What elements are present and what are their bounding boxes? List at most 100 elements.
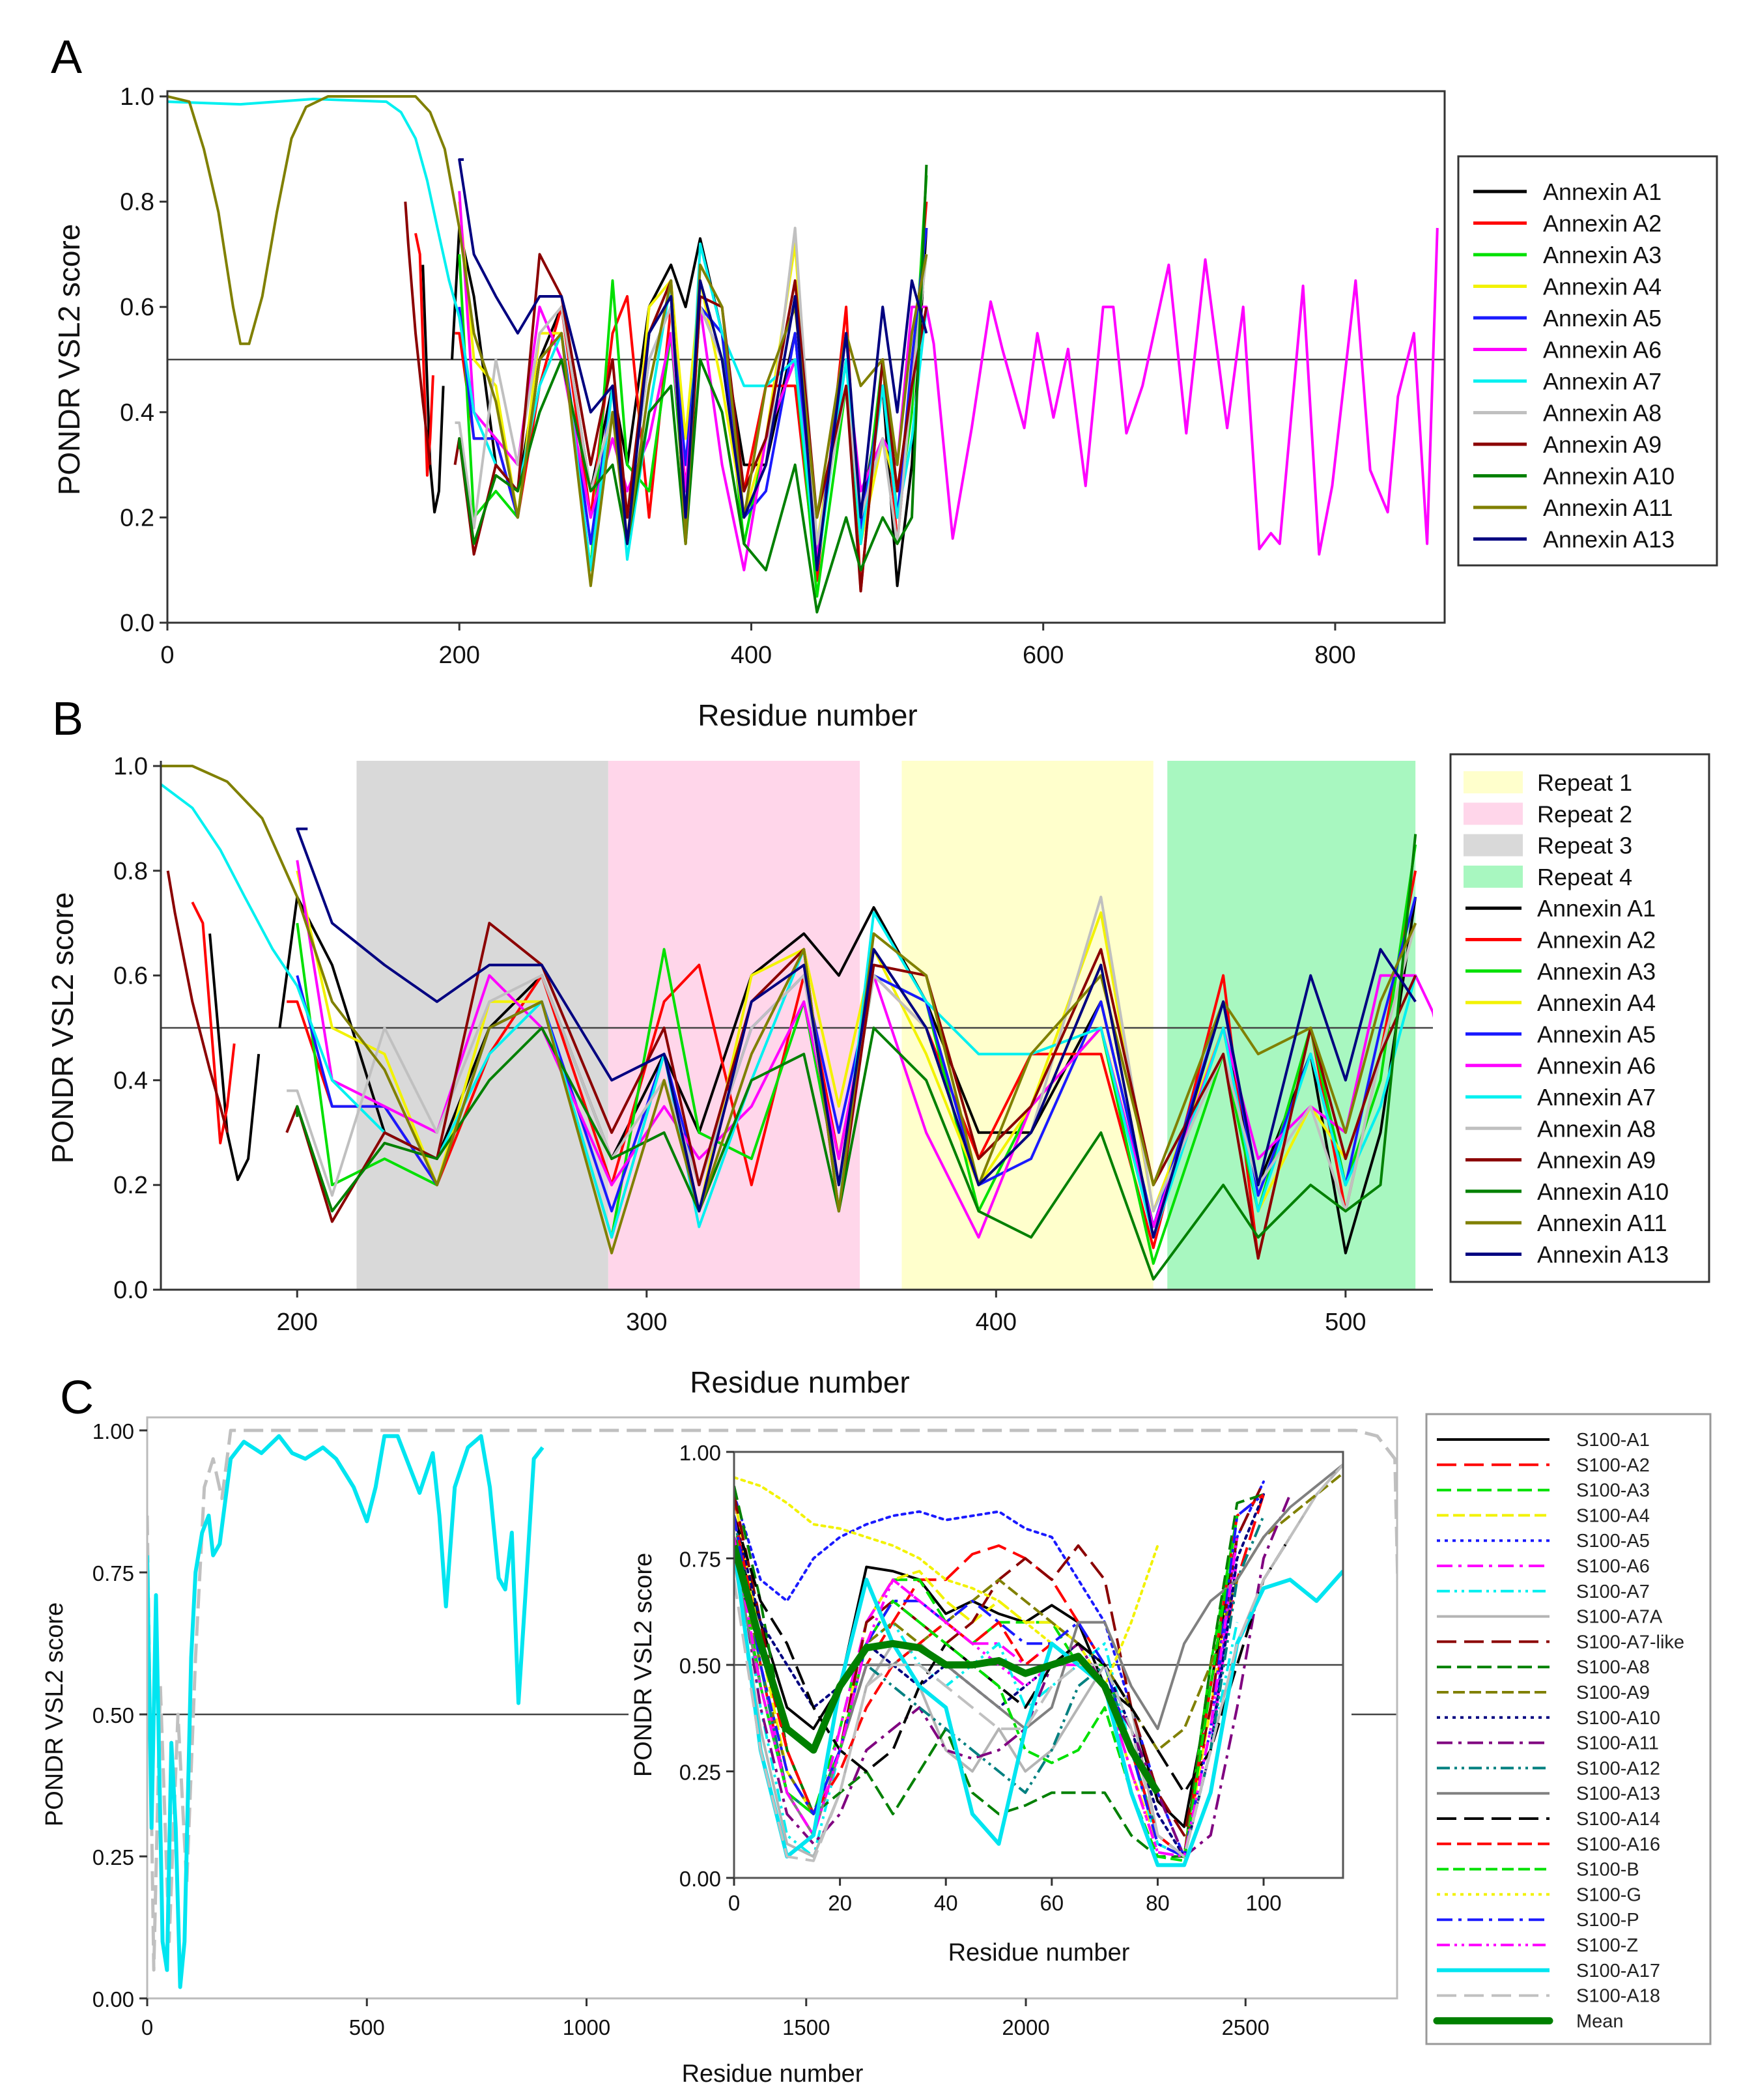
panel-a-chart: 0 200 400 600 800 0.0 0.2 0.4 0.6 0.8 1.0 (120, 83, 1446, 669)
legend-label: Annexin A6 (1543, 337, 1662, 363)
legend-label: S100-A3 (1576, 1481, 1650, 1501)
x-tick-label: 0 (141, 2015, 153, 2039)
x-tick-label: 2500 (1222, 2015, 1269, 2039)
legend-label: Annexin A9 (1543, 431, 1662, 458)
legend-label: Annexin A7 (1537, 1084, 1656, 1111)
legend-label: S100-A1 (1576, 1430, 1650, 1451)
y-tick-label: 0.2 (120, 504, 154, 532)
legend-label: Annexin A11 (1537, 1210, 1667, 1236)
legend-swatch (1464, 802, 1523, 825)
series-line-s100-a17 (147, 1434, 545, 1989)
panel-label-b: B (52, 693, 83, 745)
legend-label: Annexin A6 (1537, 1053, 1656, 1079)
y-tick-label: 0.25 (92, 1845, 134, 1869)
legend-label: S100-A13 (1576, 1783, 1660, 1804)
series-line-annexin-a13 (296, 827, 1417, 1239)
legend-label: S100-P (1576, 1910, 1639, 1931)
legend-label: Annexin A8 (1537, 1115, 1656, 1142)
series-line-s100-b (734, 1515, 1239, 1862)
series-line-annexin-a11 (161, 765, 1417, 1255)
legend-label: S100-A9 (1576, 1682, 1650, 1703)
legend-label: Annexin A13 (1543, 526, 1675, 553)
x-tick-label: 800 (1314, 642, 1355, 669)
x-tick-label: 100 (1246, 1891, 1282, 1915)
inset-ylabel: PONDR VSL2 score (630, 1553, 657, 1777)
panel-c-xlabel: Residue number (682, 2060, 864, 2088)
y-tick-label: 1.0 (120, 83, 154, 111)
legend-label: Repeat 2 (1537, 801, 1632, 827)
inset-xlabel: Residue number (948, 1939, 1130, 1966)
legend-swatch (1464, 771, 1523, 793)
x-tick-label: 60 (1040, 1891, 1064, 1915)
x-tick-label: 2000 (1002, 2015, 1049, 2039)
panel-a-ylabel: PONDR VSL2 score (52, 224, 86, 496)
x-tick-label: 200 (439, 642, 480, 669)
panel-b-legend: Repeat 1 Repeat 2 Repeat 3 Repeat 4 Annexin … (1449, 753, 1710, 1283)
y-tick-label: 0.0 (120, 610, 154, 637)
x-tick-label: 400 (976, 1309, 1017, 1336)
y-tick-label: 0.8 (113, 858, 148, 885)
legend-label: S100-Z (1576, 1935, 1638, 1956)
series-line-annexin-a13 (458, 158, 928, 572)
series-line-s100-a18 (147, 1428, 1397, 1972)
legend-label: Annexin A10 (1543, 463, 1675, 490)
legend-box (1425, 1413, 1712, 2045)
panel-c-ylabel: PONDR VSL2 score (41, 1602, 68, 1826)
legend-label: S100-A2 (1576, 1455, 1650, 1476)
x-tick-label: 300 (626, 1309, 667, 1336)
x-tick-label: 40 (934, 1891, 958, 1915)
y-tick-label: 1.00 (92, 1419, 134, 1443)
panel-label-a: A (51, 31, 82, 83)
y-tick-label: 0.6 (120, 294, 154, 321)
x-tick-label: 1000 (563, 2015, 610, 2039)
legend-label: Annexin A2 (1537, 927, 1656, 954)
series-line-s100-p (734, 1493, 1265, 1858)
panel-a-legend: Annexin A1 Annexin A2 Annexin A3 Annexin A4… (1457, 155, 1718, 567)
x-tick-label: 500 (349, 2015, 385, 2039)
legend-label: Annexin A1 (1537, 895, 1656, 922)
panel-a-xlabel: Residue number (698, 698, 918, 732)
y-tick-label: 0.6 (113, 963, 148, 990)
y-tick-label: 0.50 (679, 1654, 721, 1678)
legend-label: Annexin A2 (1543, 210, 1662, 237)
legend-label: Annexin A10 (1537, 1178, 1669, 1205)
plot-frame (146, 1416, 1398, 2000)
series-line-s100-a14 (734, 1515, 1292, 1795)
legend-label: Repeat 3 (1537, 832, 1632, 859)
series-group (161, 765, 1433, 1281)
legend-label: S100-G (1576, 1884, 1641, 1905)
plot-frame (166, 90, 1446, 624)
legend-label: S100-A7A (1576, 1607, 1663, 1628)
legend-label: S100-A11 (1576, 1733, 1659, 1754)
panel-c-inset-chart: 0 20 40 60 80 100 0.00 0.25 0.50 0.75 1.00 (629, 1436, 1352, 1967)
y-tick-label: 0.50 (92, 1703, 134, 1727)
panel-b-chart: 200 300 400 500 0.0 0.2 0.4 0.6 0.8 1.0 (113, 753, 1433, 1336)
x-tick-label: 20 (828, 1891, 852, 1915)
y-tick-label: 0.4 (113, 1067, 148, 1094)
legend-label: Annexin A5 (1537, 1021, 1656, 1047)
legend-label: S100-A12 (1576, 1758, 1660, 1779)
y-tick-label: 0.0 (113, 1277, 148, 1304)
y-tick-label: 0.4 (120, 399, 154, 427)
x-tick-label: 500 (1325, 1309, 1366, 1336)
legend-label: S100-A8 (1576, 1657, 1650, 1678)
y-tick-label: 0.00 (679, 1867, 721, 1891)
legend-label: Annexin A9 (1537, 1147, 1656, 1174)
legend-label: Repeat 4 (1537, 864, 1632, 890)
legend-label: Annexin A7 (1543, 368, 1662, 395)
series-line-s100-a16 (734, 1493, 1265, 1858)
x-tick-label: 600 (1023, 642, 1064, 669)
series-line-annexin-a6 (296, 860, 1433, 1239)
legend-label: S100-A7 (1576, 1582, 1650, 1602)
series-line-s100-a2 (734, 1494, 1265, 1858)
y-tick-label: 1.0 (113, 753, 148, 780)
y-tick-label: 0.8 (120, 189, 154, 216)
legend-swatch (1464, 834, 1523, 857)
x-tick-label: 0 (160, 642, 174, 669)
legend-label: Annexin A1 (1543, 178, 1662, 205)
legend-label: S100-A14 (1576, 1809, 1660, 1830)
legend-label: Annexin A5 (1543, 305, 1662, 332)
y-tick-label: 0.75 (92, 1561, 134, 1585)
legend-label: Annexin A13 (1537, 1242, 1669, 1268)
legend-label: Annexin A4 (1537, 989, 1656, 1016)
